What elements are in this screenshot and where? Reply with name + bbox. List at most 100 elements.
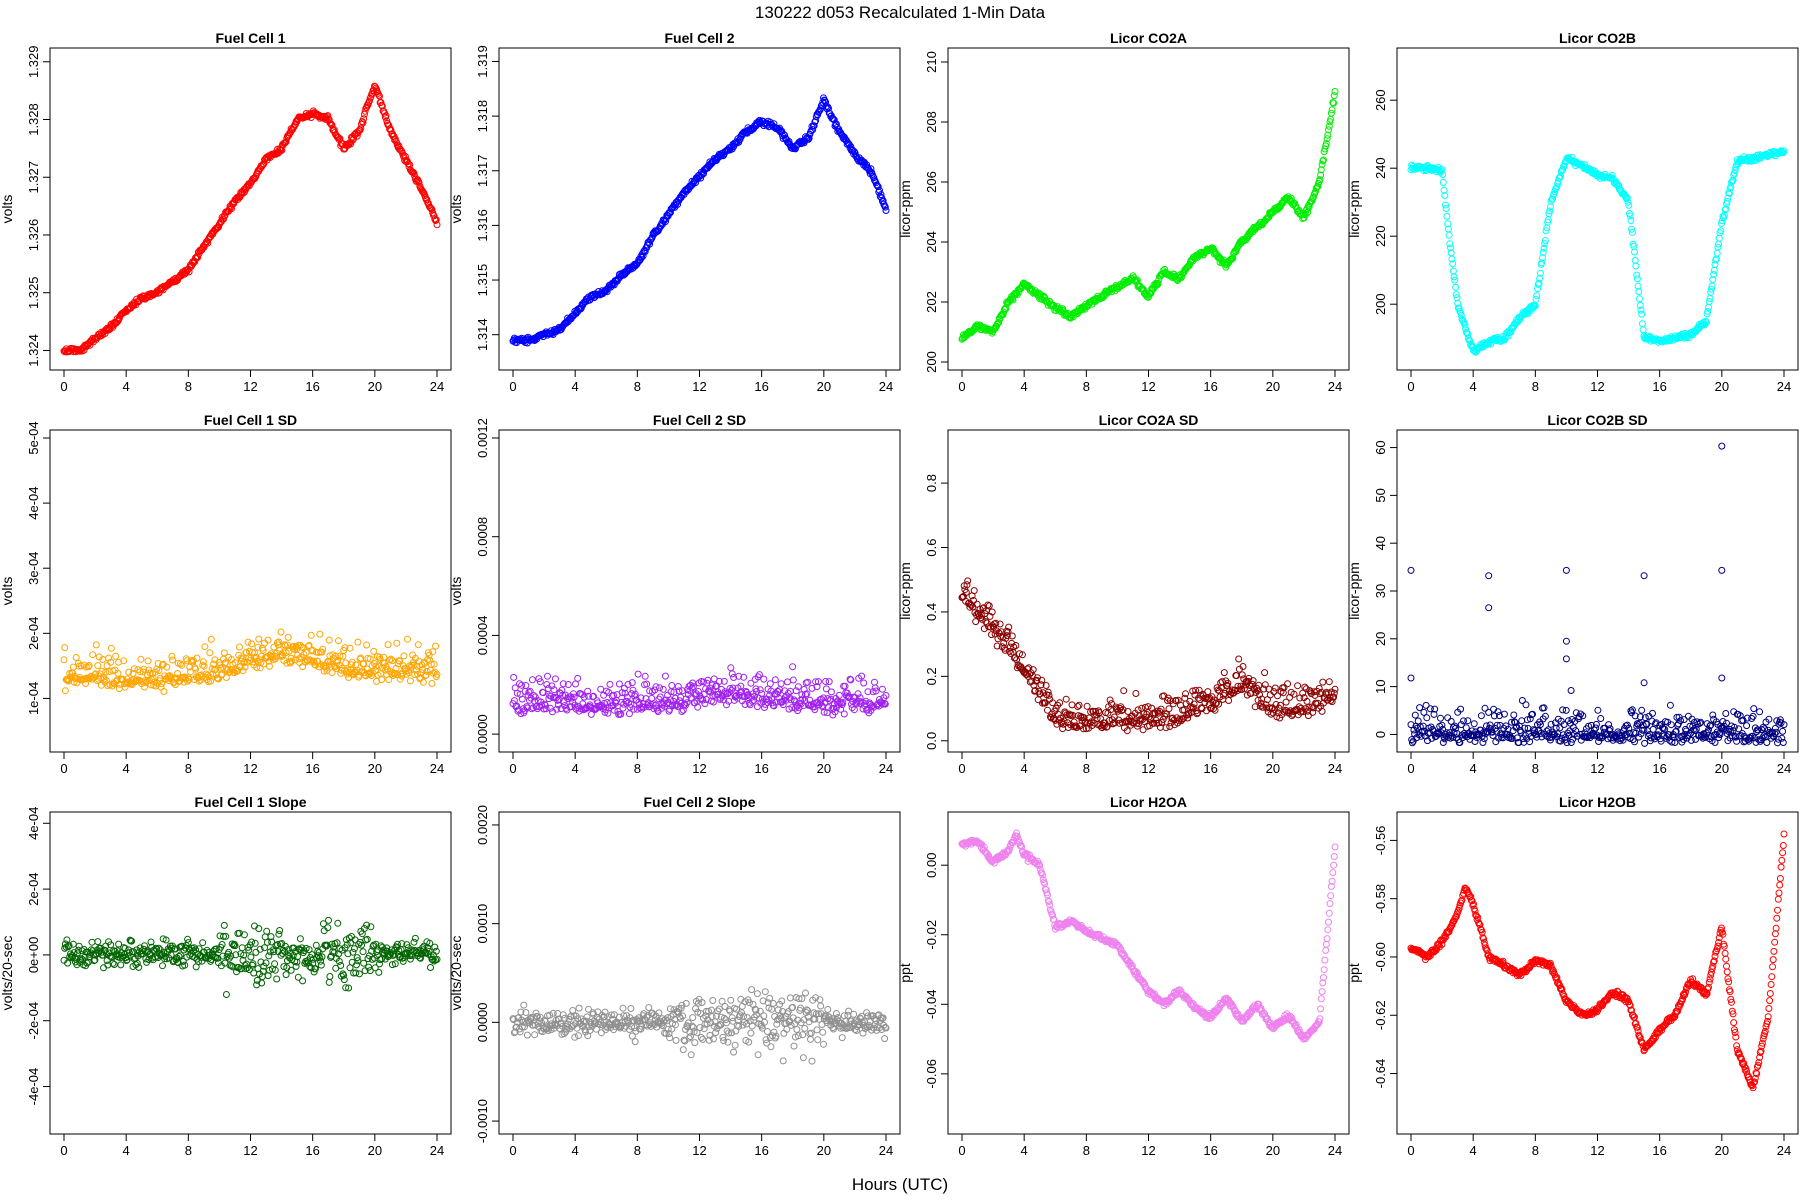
data-point	[368, 90, 376, 98]
outlier-point	[1562, 566, 1570, 574]
plot-frame	[1396, 429, 1799, 753]
outlier-point	[1407, 674, 1415, 682]
y-axis-label: volts	[448, 577, 464, 606]
data-point	[1437, 714, 1444, 722]
y-axis-label: volts/20-sec	[448, 936, 464, 1011]
data-point	[201, 643, 209, 651]
data-point	[181, 961, 189, 969]
outlier-point	[1562, 655, 1570, 663]
data-point	[1479, 739, 1487, 746]
x-tick-label: 20	[817, 1143, 831, 1158]
data-point	[220, 921, 228, 929]
data-point	[574, 674, 582, 682]
data-point	[423, 196, 431, 203]
figure-title: 130222 d053 Recalculated 1-Min Data	[755, 3, 1046, 22]
data-point	[387, 126, 395, 134]
data-point	[112, 652, 120, 660]
data-point	[1120, 687, 1128, 695]
outlier-point	[1640, 679, 1648, 687]
y-tick-label: 50	[1373, 488, 1388, 502]
panel-title: Fuel Cell 2 Slope	[643, 794, 755, 810]
outlier-point	[1718, 674, 1726, 682]
data-point	[1461, 321, 1469, 329]
x-tick-label: 20	[368, 761, 382, 776]
x-tick-label: 4	[123, 761, 130, 776]
y-tick-label: 0.8	[924, 474, 939, 492]
y-tick-label: 204	[924, 231, 939, 253]
data-point	[641, 248, 649, 256]
data-point	[1722, 710, 1730, 717]
y-tick-label: 0	[1373, 731, 1388, 738]
data-point	[551, 675, 559, 683]
data-point	[296, 935, 304, 943]
x-tick-label: 4	[572, 1143, 579, 1158]
y-tick-label: 1.329	[26, 46, 41, 79]
data-point	[428, 680, 436, 687]
y-tick-label: 1.319	[475, 45, 490, 78]
y-tick-label: 3e-04	[26, 552, 41, 585]
outlier-point	[1718, 566, 1726, 574]
data-point	[771, 676, 779, 684]
data-point	[781, 131, 789, 139]
x-tick-label: 24	[1328, 379, 1342, 394]
y-tick-label: 1.317	[475, 154, 490, 187]
data-point	[1638, 320, 1646, 328]
panel-title: Licor CO2A SD	[1099, 412, 1199, 428]
data-point	[753, 703, 761, 711]
data-point	[882, 207, 890, 214]
data-point	[1068, 701, 1076, 709]
data-point	[420, 942, 428, 950]
data-point	[334, 919, 342, 927]
data-point	[384, 641, 392, 649]
y-tick-label: 1.324	[26, 334, 41, 367]
data-point	[1314, 183, 1322, 190]
data-point	[1162, 724, 1170, 732]
data-point	[1325, 678, 1333, 686]
x-tick-label: 20	[817, 379, 831, 394]
y-tick-label: 0.0012	[475, 418, 490, 458]
data-point	[271, 960, 279, 968]
plot-frame	[49, 429, 452, 753]
data-point	[1318, 707, 1326, 715]
panel-title: Fuel Cell 1 SD	[204, 412, 297, 428]
data-point	[727, 664, 735, 672]
y-tick-label: 208	[924, 111, 939, 133]
plot-frame	[498, 47, 901, 371]
data-point	[1319, 678, 1327, 686]
data-point	[817, 105, 825, 113]
data-point	[235, 643, 243, 651]
data-point	[678, 708, 686, 715]
data-point	[812, 117, 820, 125]
data-point	[1445, 231, 1453, 239]
x-tick-label: 12	[243, 1143, 257, 1158]
y-tick-label: 0.0004	[475, 616, 490, 656]
data-point	[1319, 157, 1327, 165]
data-point	[1062, 695, 1070, 703]
data-point	[220, 215, 227, 223]
x-tick-label: 4	[1470, 761, 1477, 776]
data-point	[324, 112, 332, 120]
x-tick-label: 0	[60, 379, 67, 394]
y-tick-label: 1.328	[26, 103, 41, 136]
data-point	[661, 672, 669, 680]
data-point	[1442, 201, 1449, 209]
data-point	[760, 675, 768, 683]
x-tick-label: 8	[634, 379, 641, 394]
data-point	[103, 662, 111, 670]
data-point	[363, 641, 371, 649]
data-point	[1325, 122, 1333, 130]
data-point	[1294, 682, 1302, 690]
x-tick-label: 24	[430, 379, 444, 394]
y-axis-label: licor-ppm	[1346, 180, 1362, 238]
data-point	[429, 648, 437, 656]
data-point	[169, 656, 176, 664]
data-point	[1317, 171, 1325, 179]
data-point	[1756, 708, 1764, 716]
y-axis-label: licor-ppm	[897, 562, 913, 620]
data-point	[710, 154, 718, 162]
data-point	[393, 639, 401, 647]
outlier-point	[1407, 566, 1415, 574]
data-point	[1075, 701, 1083, 709]
data-point	[413, 176, 421, 184]
data-point	[1448, 255, 1456, 263]
